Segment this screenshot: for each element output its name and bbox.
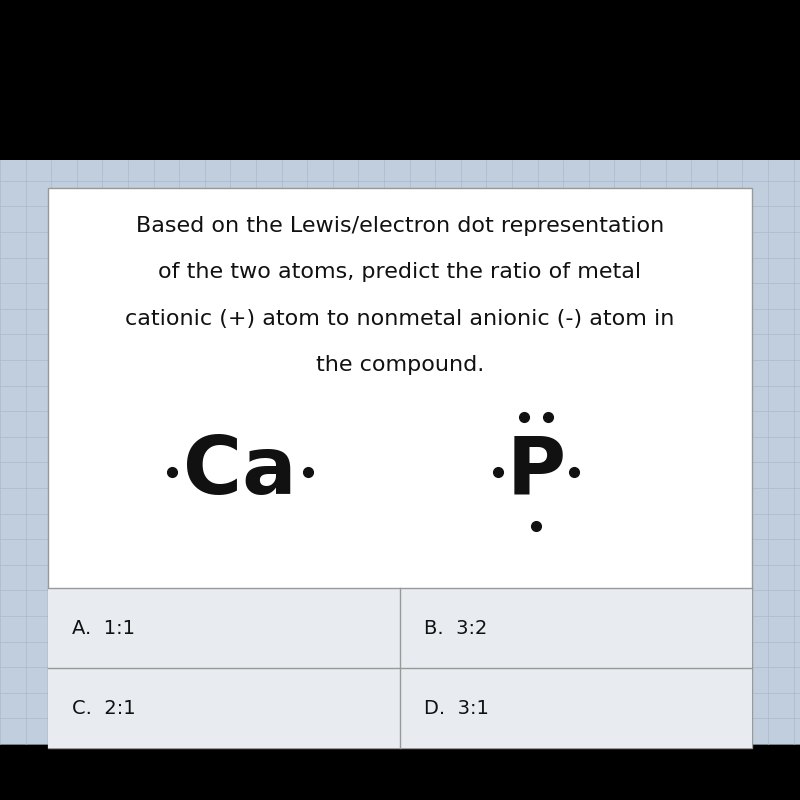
Text: B.  3:2: B. 3:2 (424, 618, 487, 638)
Bar (400, 588, 752, 668)
Text: Ca: Ca (183, 433, 297, 510)
Text: cationic (+) atom to nonmetal anionic (-) atom in: cationic (+) atom to nonmetal anionic (-… (126, 309, 674, 329)
Text: the compound.: the compound. (316, 355, 484, 375)
Text: C.  2:1: C. 2:1 (72, 698, 136, 718)
Text: Based on the Lewis/electron dot representation: Based on the Lewis/electron dot represen… (136, 216, 664, 236)
Text: D.  3:1: D. 3:1 (424, 698, 489, 718)
Text: P: P (506, 433, 566, 510)
Bar (48, 668, 400, 748)
Bar (400, 668, 752, 748)
Bar (48, 188, 752, 748)
Bar (48, 588, 400, 668)
Bar (0, 160, 800, 744)
Text: A.  1:1: A. 1:1 (72, 618, 135, 638)
Text: of the two atoms, predict the ratio of metal: of the two atoms, predict the ratio of m… (158, 262, 642, 282)
